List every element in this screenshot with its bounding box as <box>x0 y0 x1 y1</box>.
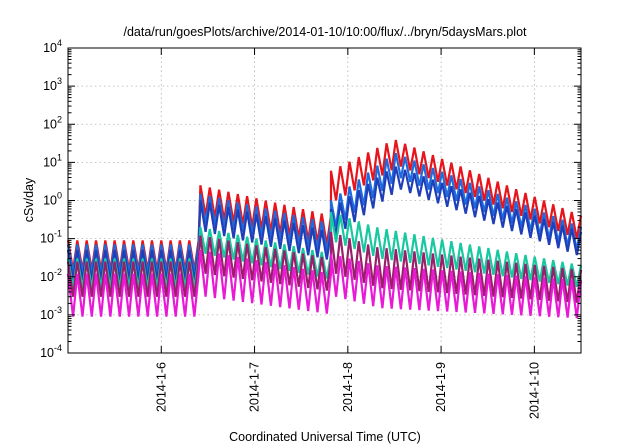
y-tick-label: 10-3 <box>40 305 62 322</box>
y-tick-label: 101 <box>43 152 62 169</box>
series-layer <box>66 139 583 319</box>
x-tick-label: 2014-1-8 <box>341 362 355 412</box>
series-line-6 <box>66 249 583 319</box>
x-axis-label: Coordinated Universal Time (UTC) <box>229 430 421 444</box>
x-tick-label: 2014-1-7 <box>248 362 262 412</box>
x-axis-tick-labels: 2014-1-6 2014-1-7 2014-1-8 2014-1-9 2014-1-1… <box>154 362 541 419</box>
y-axis-label: cSv/day <box>22 177 36 222</box>
x-tick-label: 2014-1-9 <box>434 362 448 412</box>
x-tick-label: 2014-1-10 <box>527 362 541 419</box>
series-line-2 <box>66 152 583 274</box>
y-axis-tick-labels: 10-4 10-3 10-2 10-1 100 101 102 103 104 <box>40 38 62 360</box>
y-tick-label: 10-4 <box>40 343 62 360</box>
axis-ticks <box>68 47 581 354</box>
series-line-5 <box>66 231 583 303</box>
chart-title: /data/run/goesPlots/archive/2014-01-10/1… <box>123 25 527 39</box>
y-tick-label: 100 <box>43 191 62 208</box>
y-tick-label: 103 <box>43 76 62 93</box>
y-tick-label: 102 <box>43 114 62 131</box>
x-tick-label: 2014-1-6 <box>154 362 168 412</box>
y-tick-label: 10-2 <box>40 267 62 284</box>
y-tick-label: 10-1 <box>40 229 62 246</box>
y-tick-label: 104 <box>43 38 62 55</box>
series-line-3 <box>66 166 583 281</box>
